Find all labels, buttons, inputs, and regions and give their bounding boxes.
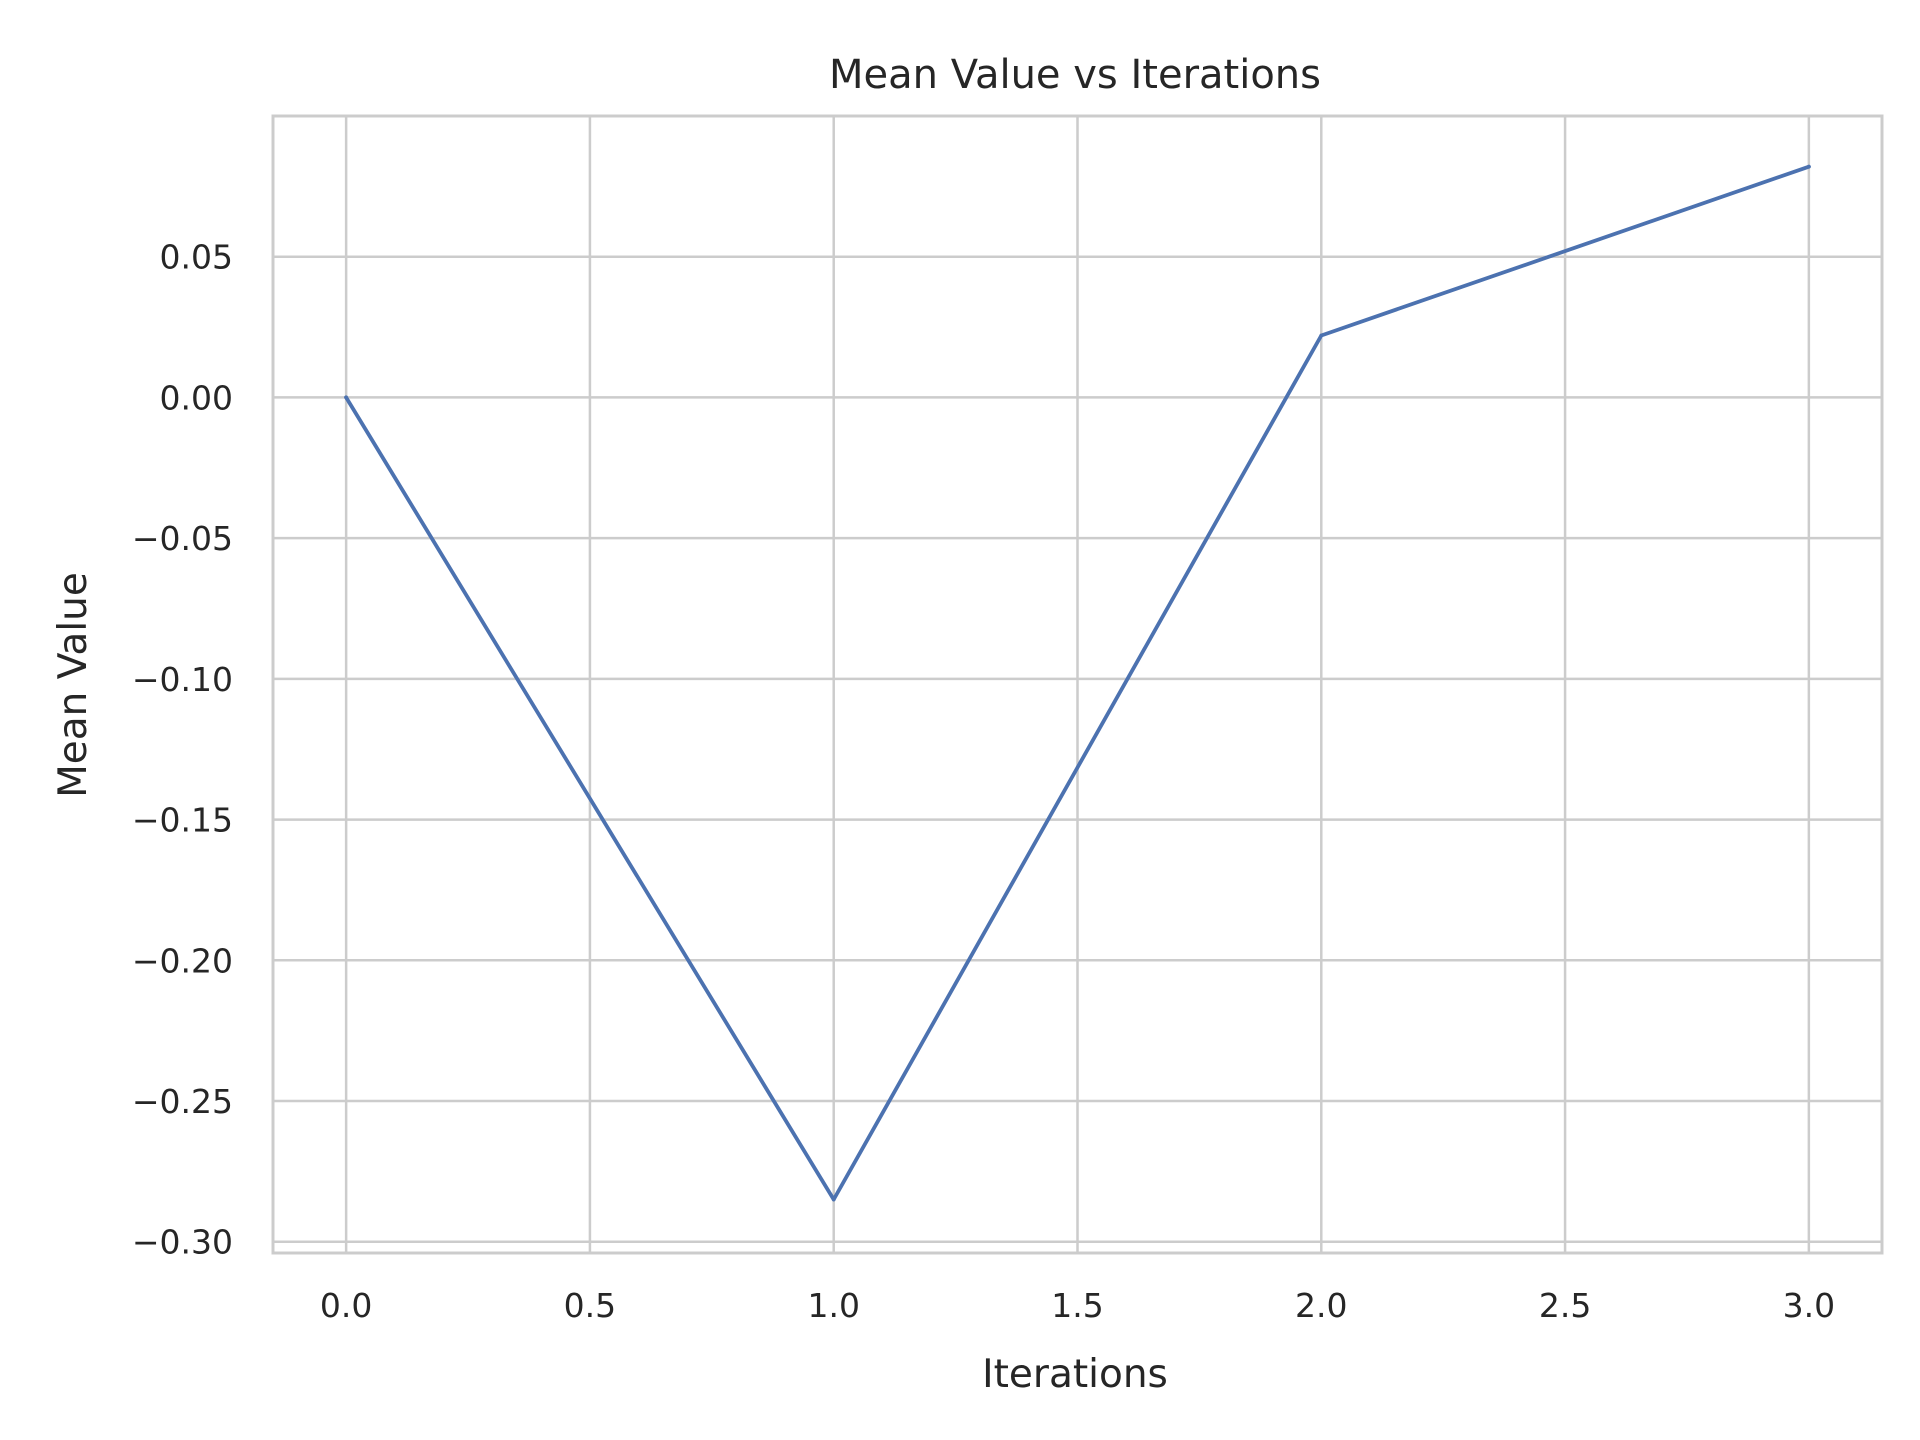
y-tick-label: −0.20	[132, 941, 233, 980]
x-tick-label: 2.0	[1295, 1286, 1347, 1325]
data-point	[1806, 164, 1811, 169]
series-layer	[344, 164, 1811, 1202]
x-tick-label: 0.5	[564, 1286, 616, 1325]
y-tick-label: −0.15	[132, 801, 233, 840]
chart-title: Mean Value vs Iterations	[829, 52, 1321, 98]
x-tick-label: 1.0	[807, 1286, 859, 1325]
data-point	[344, 395, 349, 400]
y-tick-label: −0.30	[132, 1223, 233, 1262]
y-tick-label: −0.25	[132, 1082, 233, 1121]
y-tick-label: 0.00	[160, 378, 233, 417]
data-point	[1319, 333, 1324, 338]
plot-frame	[271, 114, 1884, 1255]
x-axis-label: Iterations	[982, 1352, 1168, 1397]
y-tick-label: −0.05	[132, 519, 233, 558]
grid	[273, 116, 1882, 1253]
y-tick-labels: 0.05 0.00 −0.05 −0.10 −0.15 −0.20 −0.25 −0.30	[132, 238, 233, 1262]
x-tick-label: 1.5	[1051, 1286, 1103, 1325]
x-tick-label: 3.0	[1783, 1286, 1835, 1325]
x-tick-labels: 0.0 0.5 1.0 1.5 2.0 2.5 3.0	[320, 1286, 1835, 1325]
y-axis-label: Mean Value	[51, 572, 96, 798]
y-tick-label: 0.05	[160, 238, 233, 277]
data-point	[831, 1197, 836, 1202]
y-tick-label: −0.10	[132, 660, 233, 699]
series-line	[344, 164, 1811, 1202]
x-tick-label: 0.0	[320, 1286, 372, 1325]
x-tick-label: 2.5	[1539, 1286, 1591, 1325]
